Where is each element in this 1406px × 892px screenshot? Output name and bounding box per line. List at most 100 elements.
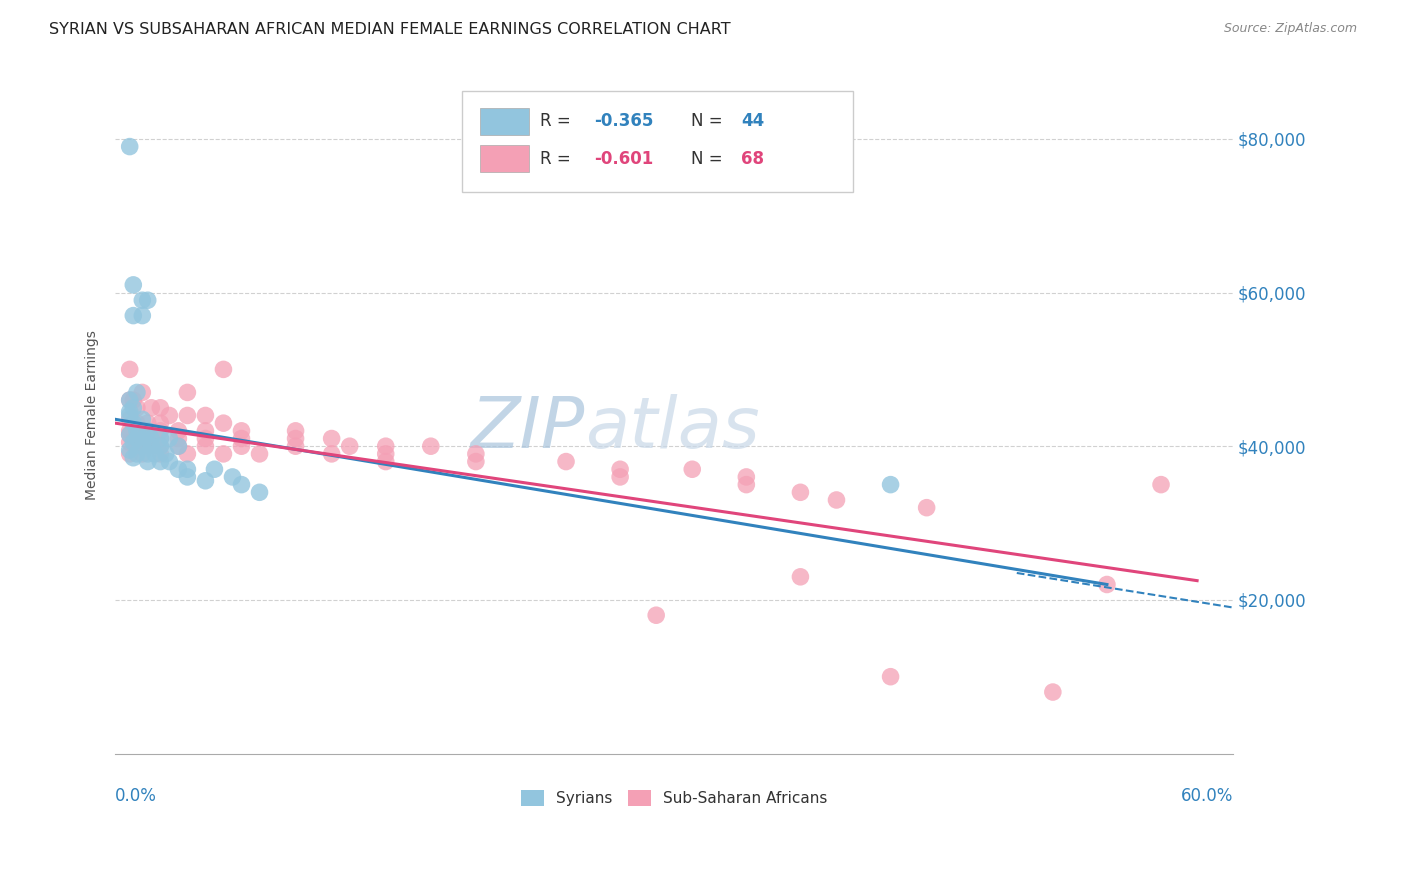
Point: [374, 454, 396, 468]
Point: [125, 424, 148, 438]
Point: [167, 432, 190, 446]
Point: [136, 439, 159, 453]
Point: [915, 500, 938, 515]
FancyBboxPatch shape: [479, 145, 529, 172]
Point: [141, 439, 163, 453]
Point: [122, 435, 145, 450]
Point: [167, 424, 190, 438]
Point: [118, 404, 141, 418]
Point: [141, 401, 163, 415]
Point: [374, 447, 396, 461]
Point: [1042, 685, 1064, 699]
Point: [131, 439, 153, 453]
Point: [118, 412, 141, 426]
Point: [149, 439, 172, 453]
Point: [735, 477, 758, 491]
Point: [122, 416, 145, 430]
FancyBboxPatch shape: [461, 91, 853, 193]
Text: N =: N =: [690, 112, 728, 130]
Text: 0.0%: 0.0%: [115, 788, 157, 805]
Point: [284, 432, 307, 446]
Point: [125, 424, 148, 438]
Point: [249, 447, 271, 461]
Text: N =: N =: [690, 150, 728, 168]
Point: [131, 385, 153, 400]
Point: [118, 424, 141, 438]
Point: [284, 424, 307, 438]
Point: [879, 477, 901, 491]
Point: [131, 293, 153, 308]
Point: [122, 450, 145, 465]
Point: [136, 454, 159, 468]
Point: [131, 412, 153, 426]
Point: [122, 401, 145, 415]
Point: [212, 362, 235, 376]
Point: [149, 439, 172, 453]
Point: [125, 385, 148, 400]
Point: [231, 477, 253, 491]
Point: [136, 432, 159, 446]
Point: [125, 439, 148, 453]
Point: [194, 439, 217, 453]
Text: ZIP: ZIP: [471, 394, 585, 464]
Point: [149, 432, 172, 446]
Point: [125, 447, 148, 461]
Point: [118, 393, 141, 408]
Point: [231, 432, 253, 446]
Point: [555, 454, 578, 468]
Point: [645, 608, 668, 623]
Point: [176, 447, 198, 461]
Point: [125, 416, 148, 430]
Point: [789, 485, 811, 500]
Point: [136, 424, 159, 438]
Point: [125, 432, 148, 446]
Point: [609, 470, 631, 484]
Point: [339, 439, 361, 453]
Text: R =: R =: [540, 112, 576, 130]
Point: [681, 462, 703, 476]
Point: [176, 470, 198, 484]
Point: [167, 462, 190, 476]
Point: [825, 493, 848, 508]
Point: [118, 427, 141, 442]
Point: [194, 409, 217, 423]
Text: 60.0%: 60.0%: [1181, 788, 1233, 805]
Text: 44: 44: [741, 112, 765, 130]
Text: SYRIAN VS SUBSAHARAN AFRICAN MEDIAN FEMALE EARNINGS CORRELATION CHART: SYRIAN VS SUBSAHARAN AFRICAN MEDIAN FEMA…: [49, 22, 731, 37]
Point: [118, 362, 141, 376]
Point: [149, 454, 172, 468]
Text: -0.601: -0.601: [593, 150, 652, 168]
Point: [155, 447, 177, 461]
Point: [131, 447, 153, 461]
Point: [149, 416, 172, 430]
Point: [194, 424, 217, 438]
Point: [231, 439, 253, 453]
Point: [231, 424, 253, 438]
FancyBboxPatch shape: [479, 108, 529, 135]
Point: [122, 277, 145, 292]
Text: -0.365: -0.365: [593, 112, 654, 130]
Point: [141, 432, 163, 446]
Y-axis label: Median Female Earnings: Median Female Earnings: [86, 331, 100, 500]
Point: [118, 447, 141, 461]
Point: [118, 427, 141, 442]
Point: [136, 424, 159, 438]
Point: [321, 432, 343, 446]
Point: [118, 409, 141, 423]
Point: [212, 416, 235, 430]
Point: [157, 409, 180, 423]
Text: R =: R =: [540, 150, 576, 168]
Point: [221, 470, 243, 484]
Text: Source: ZipAtlas.com: Source: ZipAtlas.com: [1223, 22, 1357, 36]
Point: [609, 462, 631, 476]
Point: [118, 139, 141, 153]
Point: [1150, 477, 1173, 491]
Point: [136, 293, 159, 308]
Point: [125, 401, 148, 415]
Point: [176, 409, 198, 423]
Point: [321, 447, 343, 461]
Point: [374, 439, 396, 453]
Point: [879, 670, 901, 684]
Point: [464, 447, 486, 461]
Point: [204, 462, 226, 476]
